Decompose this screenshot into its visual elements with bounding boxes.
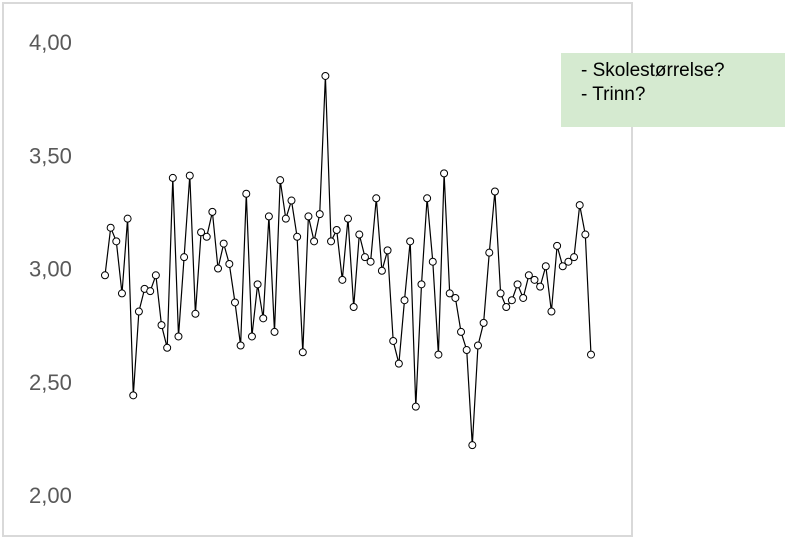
data-point: [270, 327, 279, 336]
chart-area: 2,00 2,50 3,00 3,50 4,00: [2, 2, 633, 537]
data-point: [428, 257, 437, 266]
data-point: [389, 336, 398, 345]
data-point: [338, 275, 347, 284]
data-point: [445, 289, 454, 298]
data-point: [276, 176, 285, 185]
data-point: [451, 293, 460, 302]
data-point: [423, 194, 432, 203]
data-point: [157, 321, 166, 330]
data-point: [219, 239, 228, 248]
data-point: [377, 266, 386, 275]
data-point: [553, 241, 562, 250]
data-point: [502, 303, 511, 312]
annotation-line-school-size: - Skolestørrelse?: [581, 60, 725, 81]
data-point: [151, 271, 160, 280]
data-point: [174, 332, 183, 341]
data-point: [485, 248, 494, 257]
data-point: [490, 187, 499, 196]
data-point: [360, 253, 369, 262]
data-point: [519, 293, 528, 302]
data-point: [146, 287, 155, 296]
data-series: [101, 71, 595, 450]
y-tick-label: 3,50: [29, 143, 72, 168]
data-point: [225, 259, 234, 268]
data-point: [281, 214, 290, 223]
data-point: [327, 237, 336, 246]
data-point: [168, 173, 177, 182]
data-point: [259, 314, 268, 323]
data-point: [191, 309, 200, 318]
data-point: [112, 237, 121, 246]
data-point: [513, 280, 522, 289]
data-point: [298, 348, 307, 357]
data-point: [496, 289, 505, 298]
data-point: [406, 237, 415, 246]
data-point: [547, 307, 556, 316]
y-tick-label: 2,50: [29, 370, 72, 395]
data-point: [163, 343, 172, 352]
data-point: [117, 289, 126, 298]
data-point: [473, 341, 482, 350]
annotation-line-grade: - Trinn?: [581, 84, 646, 105]
data-point: [457, 327, 466, 336]
data-point: [468, 441, 477, 450]
data-point: [214, 264, 223, 273]
data-point: [394, 359, 403, 368]
data-point: [332, 225, 341, 234]
data-point: [524, 271, 533, 280]
y-tick-label: 3,00: [29, 257, 72, 282]
data-point: [344, 214, 352, 223]
data-point: [242, 189, 251, 198]
data-point: [581, 230, 590, 239]
data-point: [575, 201, 584, 210]
data-point: [101, 271, 109, 280]
data-point: [530, 275, 539, 284]
data-point: [287, 196, 296, 205]
data-point: [134, 307, 143, 316]
data-point: [202, 232, 211, 241]
data-point: [253, 280, 262, 289]
data-point: [355, 230, 364, 239]
line-chart: 2,00 2,50 3,00 3,50 4,00: [29, 30, 595, 508]
data-point: [321, 71, 330, 80]
data-point: [197, 228, 206, 237]
data-point: [570, 253, 579, 262]
data-point: [587, 350, 595, 359]
data-point: [236, 341, 245, 350]
data-point: [536, 282, 545, 291]
data-point: [417, 280, 426, 289]
data-point: [507, 296, 516, 305]
data-point: [434, 350, 443, 359]
annotation-box: - Skolestørrelse? - Trinn?: [561, 53, 785, 127]
data-point: [293, 232, 302, 241]
data-point: [558, 262, 567, 271]
data-point: [564, 257, 573, 266]
data-point: [383, 246, 392, 255]
series-line: [104, 75, 592, 446]
data-point: [462, 346, 471, 355]
y-tick-label: 2,00: [29, 483, 72, 508]
data-point: [310, 237, 319, 246]
data-point: [304, 212, 313, 221]
data-point: [349, 303, 358, 312]
data-point: [123, 214, 132, 223]
data-point: [541, 262, 550, 271]
data-point: [106, 223, 115, 232]
data-point: [366, 257, 375, 266]
data-point: [230, 298, 239, 307]
data-point: [479, 318, 488, 327]
y-tick-label: 4,00: [29, 30, 72, 55]
data-point: [208, 207, 217, 216]
data-point: [411, 402, 420, 411]
data-point: [440, 169, 449, 178]
data-point: [372, 194, 381, 203]
data-point: [129, 391, 138, 400]
data-point: [185, 171, 194, 180]
data-point: [247, 332, 256, 341]
y-axis: 2,00 2,50 3,00 3,50 4,00: [29, 30, 72, 508]
data-point: [180, 253, 189, 262]
data-point: [264, 212, 273, 221]
data-point: [315, 210, 324, 219]
data-point: [400, 296, 409, 305]
